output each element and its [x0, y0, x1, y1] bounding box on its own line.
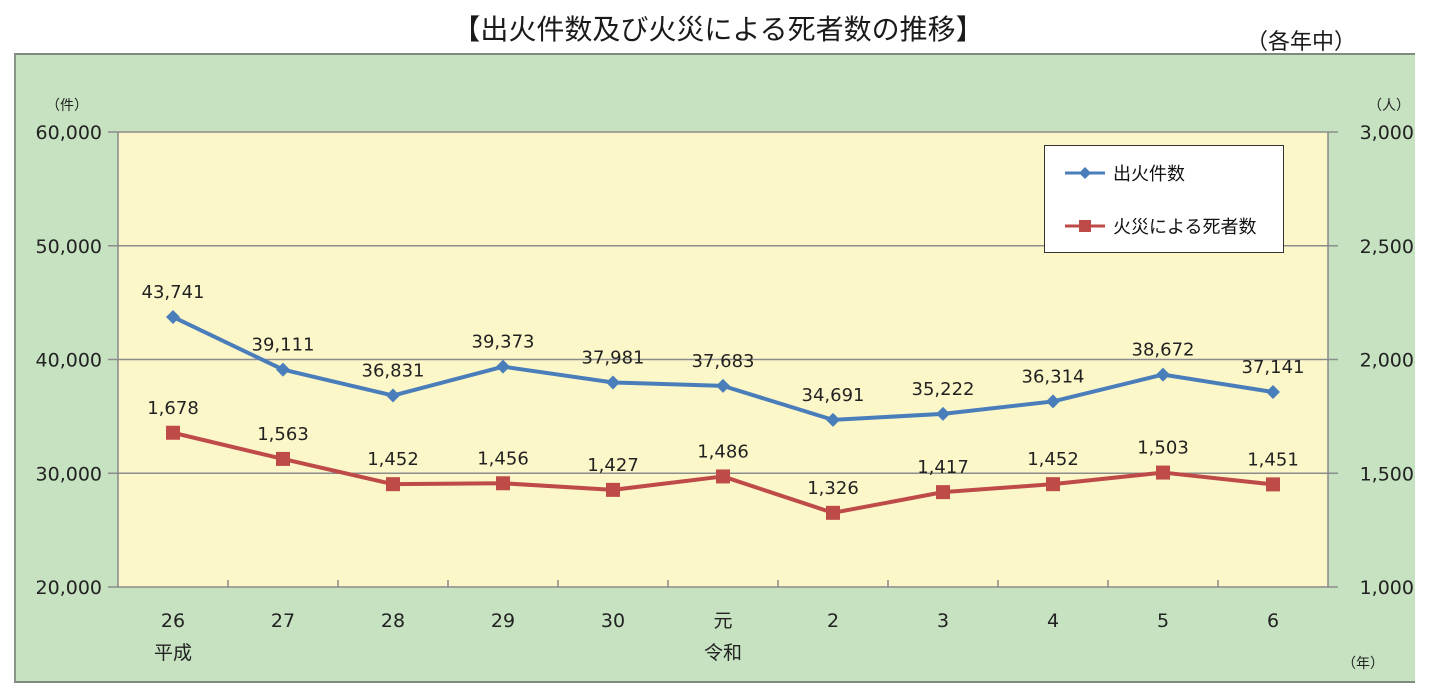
square-marker-icon — [166, 425, 180, 440]
data-label: 1,452 — [1027, 449, 1079, 470]
x-axis-label: 26 — [161, 610, 185, 632]
diamond-marker-icon — [1065, 167, 1105, 179]
data-label: 1,452 — [367, 449, 419, 470]
square-marker-icon — [276, 451, 290, 466]
x-axis-era-label: 令和 — [704, 642, 742, 664]
data-label: 37,683 — [692, 351, 755, 372]
data-label: 1,456 — [477, 448, 529, 469]
x-axis-label: 元 — [713, 610, 732, 632]
x-axis-label: 28 — [381, 610, 405, 632]
square-marker-icon — [936, 485, 950, 500]
square-marker-icon — [1156, 465, 1170, 480]
left-axis-tick-label: 20,000 — [36, 577, 102, 599]
x-axis-label: 2 — [827, 610, 839, 632]
x-axis-label: 29 — [491, 610, 515, 632]
x-axis-era-label: 平成 — [154, 642, 192, 664]
x-axis-label: 4 — [1047, 610, 1059, 632]
data-label: 1,427 — [587, 455, 639, 476]
diamond-marker-icon — [716, 378, 730, 393]
chart-subtitle: （各年中） — [1246, 30, 1357, 55]
square-marker-icon — [826, 505, 840, 520]
square-marker-icon — [1065, 220, 1105, 232]
square-marker-icon — [1046, 477, 1060, 492]
x-axis-unit: （年） — [1342, 656, 1384, 672]
data-label: 37,981 — [582, 347, 645, 368]
x-axis-label: 5 — [1157, 610, 1169, 632]
data-label: 43,741 — [142, 282, 205, 303]
data-label: 1,451 — [1247, 449, 1299, 470]
right-axis-tick-label: 1,000 — [1360, 577, 1414, 599]
data-label: 1,503 — [1137, 438, 1189, 459]
data-label: 36,831 — [362, 361, 425, 382]
right-axis-tick-label: 1,500 — [1360, 463, 1414, 485]
square-marker-icon — [386, 477, 400, 492]
data-label: 38,672 — [1132, 340, 1195, 361]
chart-title: 【出火件数及び火災による死者数の推移】 — [452, 13, 984, 46]
data-label: 39,111 — [252, 335, 315, 356]
right-axis-tick-label: 2,500 — [1360, 236, 1414, 258]
legend-item-fires: 出火件数 — [1063, 160, 1185, 186]
left-axis-tick-label: 50,000 — [36, 236, 102, 258]
square-marker-icon — [496, 476, 510, 491]
diamond-marker-icon — [606, 375, 620, 390]
x-axis-label: 30 — [601, 610, 625, 632]
right-axis-tick-label: 3,000 — [1360, 122, 1414, 144]
diamond-marker-icon — [166, 309, 180, 324]
right-axis-unit: （人） — [1368, 98, 1410, 114]
square-marker-icon — [716, 469, 730, 484]
left-axis-tick-label: 60,000 — [36, 122, 102, 144]
x-axis-label: 27 — [271, 610, 295, 632]
data-label: 1,417 — [917, 457, 969, 478]
legend-label-deaths: 火災による死者数 — [1113, 217, 1257, 238]
x-axis-label: 6 — [1267, 610, 1279, 632]
data-label: 1,326 — [807, 478, 859, 499]
left-axis-tick-label: 40,000 — [36, 350, 102, 372]
data-label: 1,563 — [257, 424, 309, 445]
data-label: 35,222 — [912, 379, 975, 400]
data-label: 1,486 — [697, 441, 749, 462]
diamond-marker-icon — [276, 362, 290, 377]
right-axis-tick-label: 2,000 — [1360, 350, 1414, 372]
chart-legend: 出火件数 火災による死者数 — [1044, 145, 1284, 253]
data-label: 36,314 — [1022, 366, 1085, 387]
legend-label-fires: 出火件数 — [1113, 164, 1185, 185]
left-axis-tick-label: 30,000 — [36, 463, 102, 485]
diamond-marker-icon — [936, 406, 950, 421]
legend-item-deaths: 火災による死者数 — [1063, 213, 1256, 239]
data-label: 34,691 — [802, 385, 865, 406]
data-label: 39,373 — [472, 332, 535, 353]
diamond-marker-icon — [1046, 394, 1060, 409]
data-label: 1,678 — [147, 398, 199, 419]
square-marker-icon — [1266, 477, 1280, 492]
data-label: 37,141 — [1242, 357, 1305, 378]
x-axis-label: 3 — [937, 610, 949, 632]
diamond-marker-icon — [826, 412, 840, 427]
diamond-marker-icon — [386, 388, 400, 403]
diamond-marker-icon — [1156, 367, 1170, 382]
left-axis-unit: （件） — [46, 98, 88, 114]
square-marker-icon — [606, 482, 620, 497]
diamond-marker-icon — [496, 359, 510, 374]
diamond-marker-icon — [1266, 385, 1280, 400]
